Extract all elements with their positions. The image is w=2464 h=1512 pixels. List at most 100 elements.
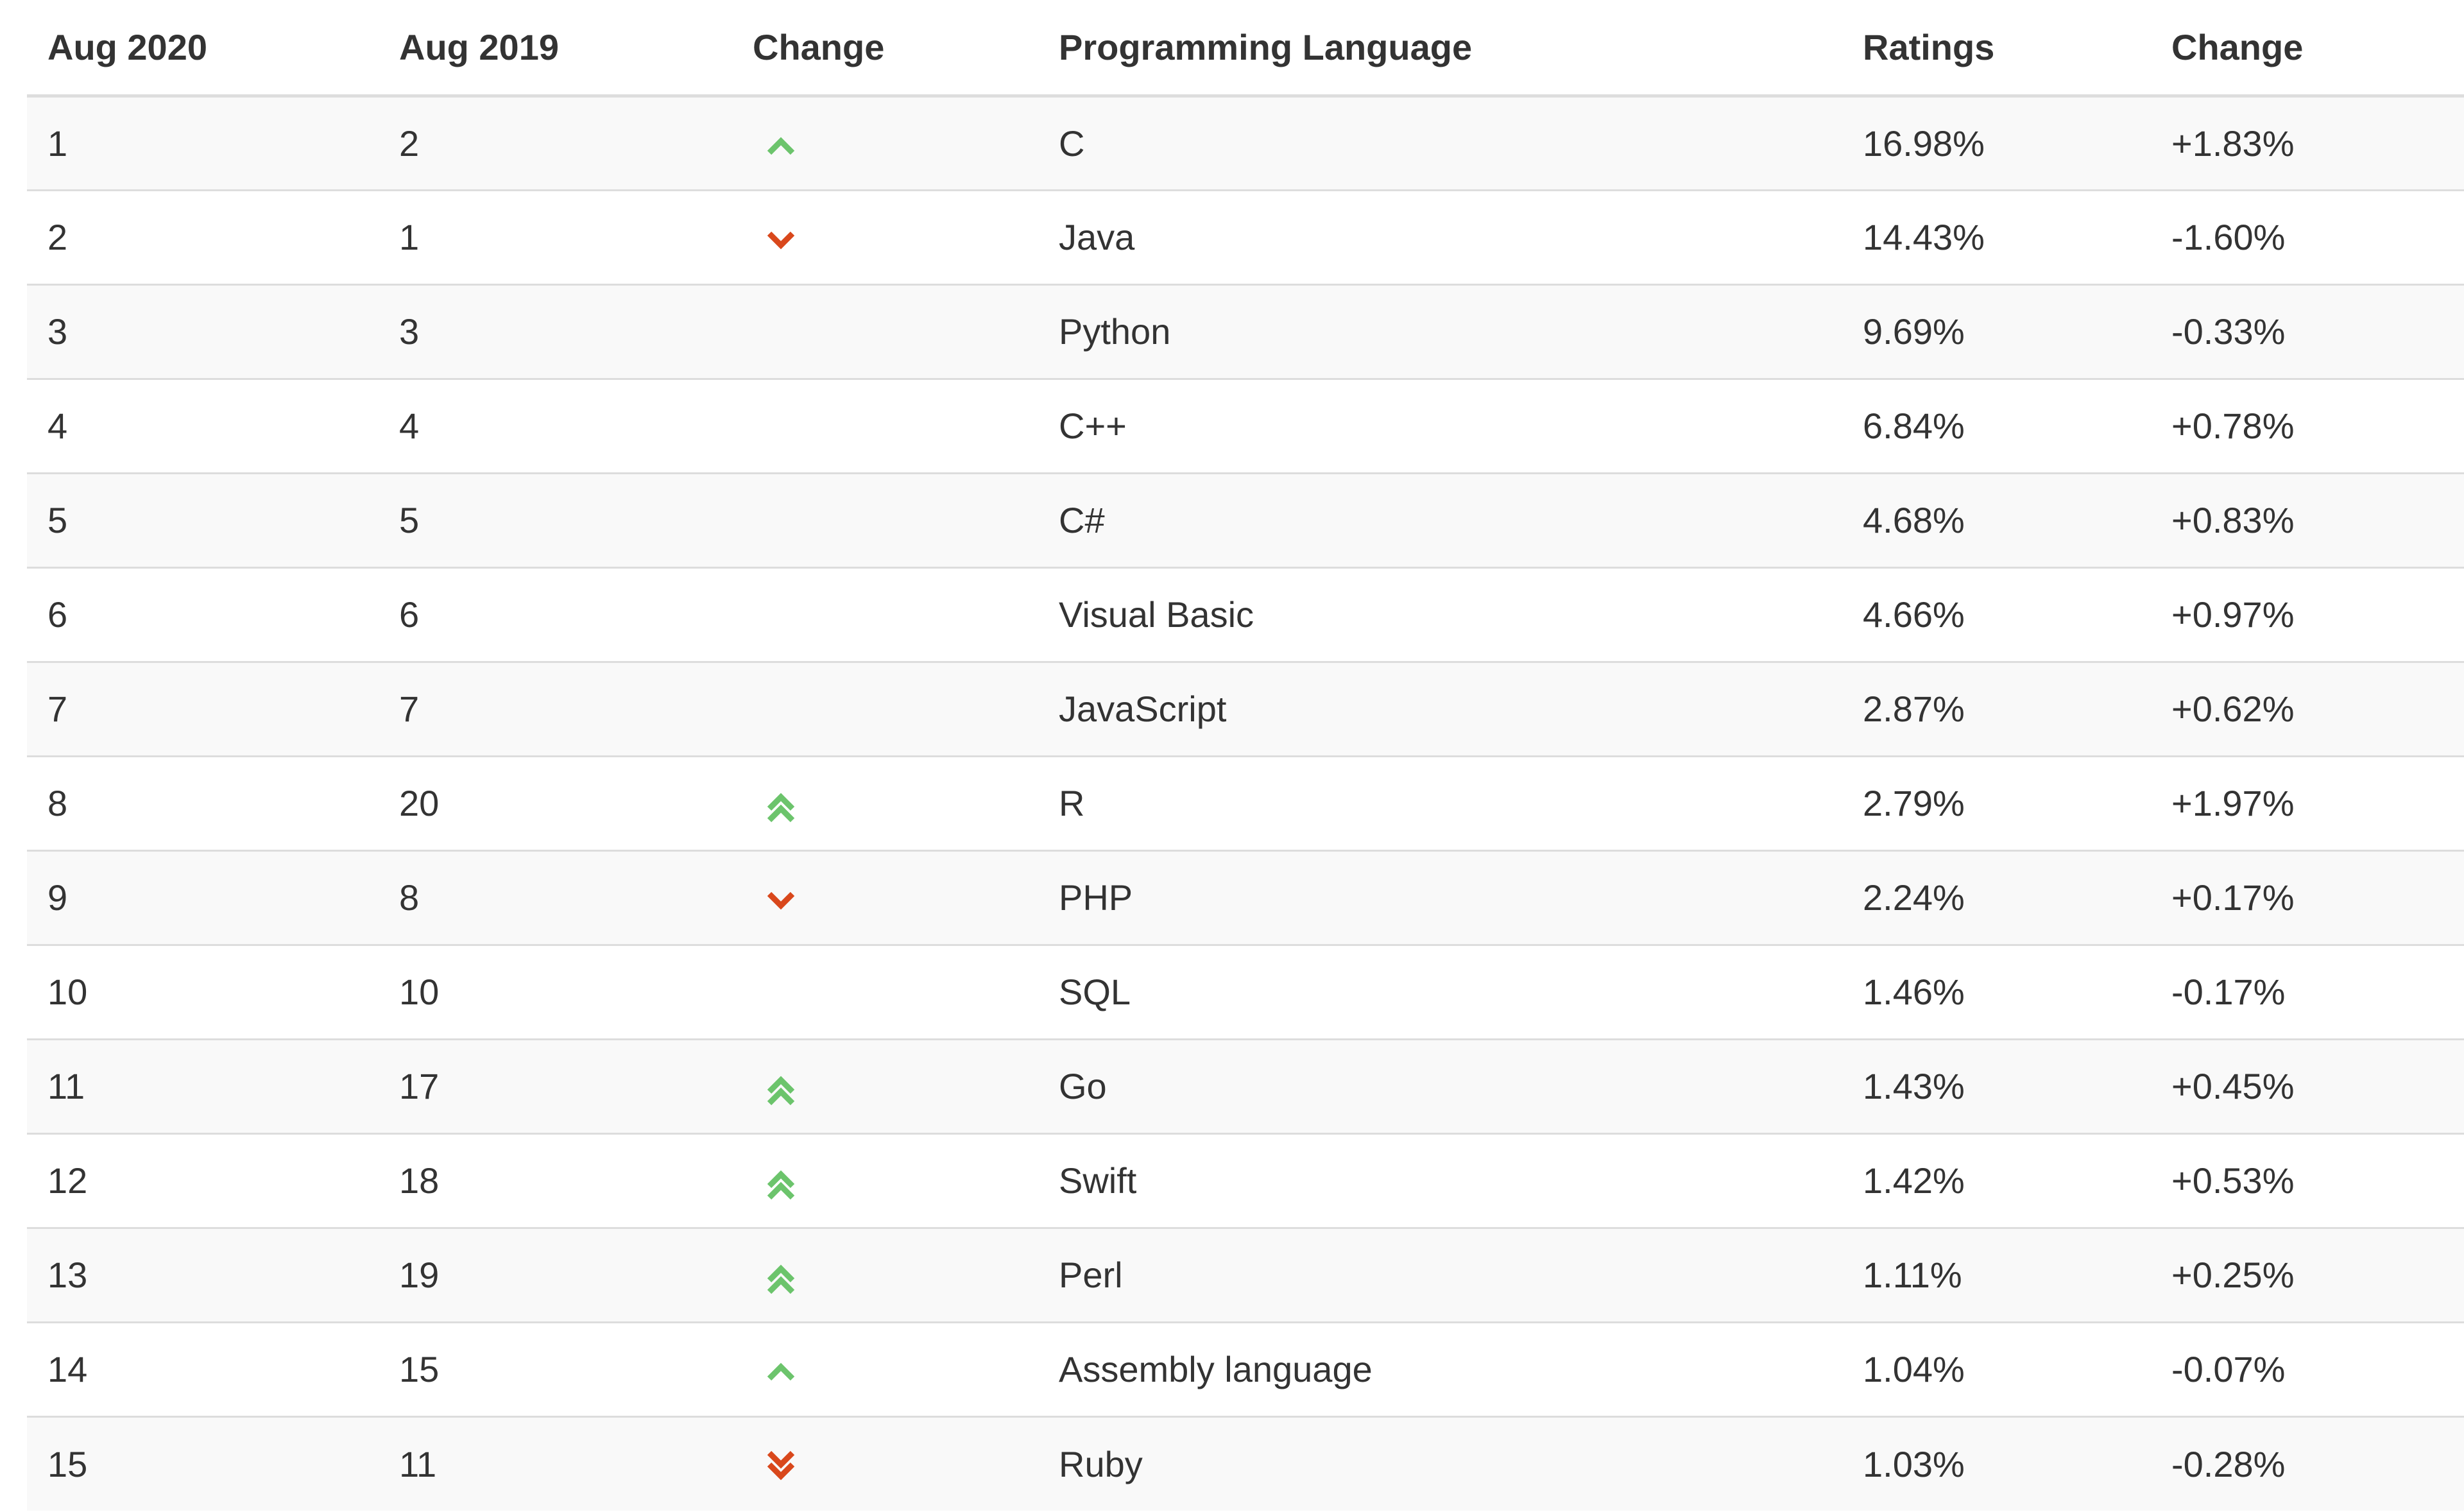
rank-2019-cell: 2 bbox=[379, 94, 732, 190]
change-cell: +1.83% bbox=[2151, 94, 2464, 190]
trend-cell bbox=[732, 283, 1038, 379]
rank-2020-cell: 11 bbox=[27, 1038, 379, 1133]
change-cell: +0.45% bbox=[2151, 1038, 2464, 1133]
rank-2020-cell: 1 bbox=[27, 94, 379, 190]
change-cell: -0.07% bbox=[2151, 1321, 2464, 1416]
rank-2020-cell: 15 bbox=[27, 1415, 379, 1511]
trend-cell bbox=[732, 189, 1038, 284]
table-row: 1 2 C 16.98% +1.83% bbox=[27, 94, 2464, 190]
rank-2020-cell: 2 bbox=[27, 189, 379, 284]
table-row: 5 5 C# 4.68% +0.83% bbox=[27, 472, 2464, 567]
language-cell: SQL bbox=[1038, 943, 1842, 1039]
rank-2019-cell: 5 bbox=[379, 472, 732, 567]
change-cell: +0.53% bbox=[2151, 1132, 2464, 1228]
language-cell: Assembly language bbox=[1038, 1321, 1842, 1416]
rating-cell: 1.03% bbox=[1842, 1415, 2151, 1511]
table-row: 3 3 Python 9.69% -0.33% bbox=[27, 283, 2464, 379]
language-cell: PHP bbox=[1038, 849, 1842, 945]
rank-2020-cell: 12 bbox=[27, 1132, 379, 1228]
change-cell: +1.97% bbox=[2151, 755, 2464, 850]
language-cell: C++ bbox=[1038, 377, 1842, 473]
trend-cell bbox=[732, 943, 1038, 1039]
rank-2019-cell: 6 bbox=[379, 566, 732, 662]
language-cell: C bbox=[1038, 94, 1842, 190]
table-header: Aug 2020 Aug 2019 Change Programming Lan… bbox=[27, 0, 2464, 98]
rank-2019-cell: 20 bbox=[379, 755, 732, 850]
table-row: 4 4 C++ 6.84% +0.78% bbox=[27, 377, 2464, 473]
rating-cell: 14.43% bbox=[1842, 189, 2151, 284]
trend-cell bbox=[732, 1132, 1038, 1228]
rank-2019-cell: 15 bbox=[379, 1321, 732, 1416]
rating-cell: 9.69% bbox=[1842, 283, 2151, 379]
table-row: 11 17 Go 1.43% +0.45% bbox=[27, 1038, 2464, 1133]
rank-2019-cell: 17 bbox=[379, 1038, 732, 1133]
rank-2020-cell: 3 bbox=[27, 283, 379, 379]
language-cell: Visual Basic bbox=[1038, 566, 1842, 662]
trend-cell bbox=[732, 377, 1038, 473]
rating-cell: 4.66% bbox=[1842, 566, 2151, 662]
trend-cell bbox=[732, 1226, 1038, 1322]
rank-2020-cell: 9 bbox=[27, 849, 379, 945]
language-cell: Java bbox=[1038, 189, 1842, 284]
table-row: 15 11 Ruby 1.03% -0.28% bbox=[27, 1415, 2464, 1511]
rank-2020-cell: 4 bbox=[27, 377, 379, 473]
table-row: 2 1 Java 14.43% -1.60% bbox=[27, 189, 2464, 284]
language-cell: C# bbox=[1038, 472, 1842, 567]
header-aug-2019[interactable]: Aug 2019 bbox=[379, 0, 732, 98]
language-cell: Ruby bbox=[1038, 1415, 1842, 1511]
change-cell: -1.60% bbox=[2151, 189, 2464, 284]
rating-cell: 4.68% bbox=[1842, 472, 2151, 567]
rank-2020-cell: 8 bbox=[27, 755, 379, 850]
chevron-up-icon bbox=[763, 128, 799, 164]
rating-cell: 1.42% bbox=[1842, 1132, 2151, 1228]
rating-cell: 6.84% bbox=[1842, 377, 2151, 473]
table-row: 9 8 PHP 2.24% +0.17% bbox=[27, 849, 2464, 945]
double-chevron-down-icon bbox=[763, 1449, 799, 1485]
table-row: 14 15 Assembly language 1.04% -0.07% bbox=[27, 1321, 2464, 1416]
rank-2020-cell: 5 bbox=[27, 472, 379, 567]
table-row: 12 18 Swift 1.42% +0.53% bbox=[27, 1132, 2464, 1228]
table-row: 10 10 SQL 1.46% -0.17% bbox=[27, 943, 2464, 1039]
rank-2020-cell: 7 bbox=[27, 660, 379, 756]
rank-2020-cell: 6 bbox=[27, 566, 379, 662]
rating-cell: 2.79% bbox=[1842, 755, 2151, 850]
double-chevron-up-icon bbox=[763, 788, 799, 824]
rating-cell: 1.04% bbox=[1842, 1321, 2151, 1416]
header-aug-2020[interactable]: Aug 2020 bbox=[27, 0, 379, 98]
header-change-trend[interactable]: Change bbox=[732, 0, 1038, 98]
chevron-up-icon bbox=[763, 1354, 799, 1390]
table-body: 1 2 C 16.98% +1.83% 2 1 Java 14.43% -1.60% 3 3 Pytho… bbox=[27, 94, 2464, 1511]
change-cell: +0.78% bbox=[2151, 377, 2464, 473]
rank-2019-cell: 7 bbox=[379, 660, 732, 756]
trend-cell bbox=[732, 755, 1038, 850]
ranking-table: Aug 2020 Aug 2019 Change Programming Lan… bbox=[27, 0, 2464, 1511]
trend-cell bbox=[732, 472, 1038, 567]
header-change-percent[interactable]: Change bbox=[2151, 0, 2464, 98]
change-cell: +0.83% bbox=[2151, 472, 2464, 567]
header-ratings[interactable]: Ratings bbox=[1842, 0, 2151, 98]
rating-cell: 2.87% bbox=[1842, 660, 2151, 756]
change-cell: -0.33% bbox=[2151, 283, 2464, 379]
header-row: Aug 2020 Aug 2019 Change Programming Lan… bbox=[27, 0, 2464, 98]
double-chevron-up-icon bbox=[763, 1071, 799, 1107]
rank-2019-cell: 3 bbox=[379, 283, 732, 379]
trend-cell bbox=[732, 660, 1038, 756]
header-programming-language[interactable]: Programming Language bbox=[1038, 0, 1842, 98]
rating-cell: 1.46% bbox=[1842, 943, 2151, 1039]
trend-cell bbox=[732, 566, 1038, 662]
trend-cell bbox=[732, 94, 1038, 190]
language-cell: Swift bbox=[1038, 1132, 1842, 1228]
double-chevron-up-icon bbox=[763, 1260, 799, 1296]
language-cell: Go bbox=[1038, 1038, 1842, 1133]
change-cell: +0.17% bbox=[2151, 849, 2464, 945]
rating-cell: 16.98% bbox=[1842, 94, 2151, 190]
rank-2019-cell: 11 bbox=[379, 1415, 732, 1511]
change-cell: +0.25% bbox=[2151, 1226, 2464, 1322]
chevron-down-icon bbox=[763, 222, 799, 258]
chevron-down-icon bbox=[763, 882, 799, 918]
change-cell: -0.28% bbox=[2151, 1415, 2464, 1511]
rank-2019-cell: 10 bbox=[379, 943, 732, 1039]
rating-cell: 1.43% bbox=[1842, 1038, 2151, 1133]
rank-2019-cell: 19 bbox=[379, 1226, 732, 1322]
change-cell: +0.62% bbox=[2151, 660, 2464, 756]
